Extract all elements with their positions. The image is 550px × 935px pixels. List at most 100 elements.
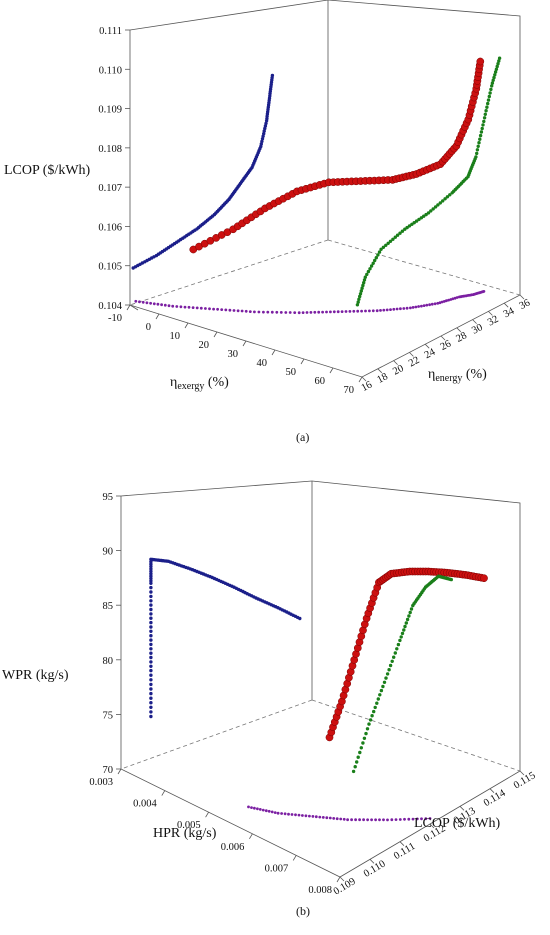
panel-b-point-green (390, 659, 394, 663)
panel-a-x-tick-label: 70 (344, 385, 355, 396)
panel-a-x-tick-label: 60 (315, 376, 326, 387)
panel-b-point-purple (267, 809, 271, 813)
panel-a-y-tick (377, 368, 383, 374)
panel-b-y-tick (519, 770, 525, 776)
panel-b-point-purple (370, 818, 373, 822)
panel-b-series-red (325, 567, 488, 742)
panel-a-point-purple (212, 307, 216, 311)
panel-a-y-tick-label: 36 (518, 297, 532, 312)
panel-a-point-green (388, 239, 393, 243)
panel-a-y-tick-label: 28 (454, 330, 468, 345)
panel-b-point-green (351, 769, 356, 774)
panel-a-point-blue (261, 134, 265, 138)
panel-b-point-blue (149, 620, 153, 625)
panel-b-point-blue (149, 705, 153, 709)
panel-b-point-blue (149, 647, 153, 651)
panel-b-point-purple (321, 816, 325, 819)
panel-a-point-purple (417, 305, 420, 308)
panel-a-point-blue (260, 139, 264, 144)
panel-b-y-axis-label: LCOP ($/kWh) (414, 816, 501, 831)
panel-b-point-green (395, 647, 399, 651)
panel-a-point-green (369, 264, 374, 268)
panel-a-point-purple (301, 311, 305, 314)
panel-a-x-tick-label: 20 (199, 340, 210, 351)
panel-b-series-purple (247, 805, 432, 822)
panel-b-point-blue (149, 691, 153, 696)
panel-b-point-purple (290, 813, 294, 816)
panel-a-point-purple (364, 309, 367, 313)
panel-b-point-blue (149, 569, 153, 573)
panel-b-point-green (372, 709, 376, 714)
panel-b-point-purple (394, 818, 398, 821)
panel-a-point-green (486, 98, 491, 102)
panel-b-point-purple (403, 817, 406, 821)
panel-b-point-green (399, 635, 403, 639)
panel-b-point-purple (382, 818, 385, 822)
panel-a-point-purple (270, 310, 274, 314)
panel-b-point-green (396, 642, 401, 647)
panel-a-point-purple (163, 303, 167, 307)
panel-b-z-tick-lines (116, 495, 121, 770)
panel-a-point-green (422, 214, 426, 218)
panel-a-point-purple (332, 310, 336, 314)
panel-a-point-purple (430, 302, 434, 306)
panel-a-y-label-symbol: η (428, 367, 435, 382)
panel-a-y-label-unit: (%) (462, 367, 487, 382)
panel-a-point-green (384, 243, 388, 247)
panel-a-point-purple (175, 305, 179, 308)
panel-a-x-tick-label: -10 (108, 313, 122, 324)
panel-b-point-green (405, 617, 410, 622)
panel-a-x-tick (126, 304, 131, 311)
panel-b-point-purple (424, 817, 428, 821)
panel-b-point-blue (149, 616, 153, 620)
panel-a-point-green (484, 109, 488, 113)
panel-b-point-blue (149, 629, 153, 633)
panel-a-point-purple (344, 310, 348, 313)
panel-a-point-purple (382, 308, 386, 312)
panel-a-z-tick-label: 0.111 (99, 26, 122, 37)
panel-b-x-tick-label: 0.007 (265, 863, 289, 874)
panel-a-point-green (379, 247, 383, 251)
panel-a-point-green (436, 203, 440, 207)
panel-a-x-tick (271, 349, 276, 356)
panel-b-x-tick-label: 0.004 (133, 799, 157, 810)
panel-a-point-purple (262, 310, 265, 314)
panel-a-point-green (497, 59, 501, 63)
panel-b-point-blue (149, 612, 153, 616)
panel-b-point-purple (386, 818, 389, 822)
panel-a-point-green (417, 217, 421, 222)
panel-a-point-purple (420, 304, 423, 308)
panel-b-series-green (351, 574, 453, 774)
panel-a-point-purple (371, 309, 375, 313)
panel-b-z-tick-label: 95 (103, 492, 114, 503)
panel-b-point-green (403, 624, 407, 629)
panel-b-point-blue (149, 576, 153, 581)
panel-a-point-green (400, 229, 405, 233)
panel-a-point-purple (145, 301, 149, 305)
panel-a-point-green (448, 193, 452, 197)
panel-a-point-purple (309, 311, 313, 314)
panel-a-point-blue (270, 73, 275, 78)
panel-b-x-tick (117, 768, 122, 775)
panel-b-point-purple (256, 807, 259, 811)
panel-b-x-tick-label: 0.006 (221, 842, 245, 853)
panel-b-point-blue (149, 696, 153, 700)
panel-a-point-green (359, 289, 363, 293)
panel-b-point-purple (342, 817, 346, 821)
panel-a-point-purple (440, 300, 444, 304)
panel-a-point-green (478, 133, 483, 138)
panel-b-point-purple (390, 818, 394, 822)
panel-b-point-purple (247, 805, 250, 809)
panel-a-point-purple (348, 310, 352, 313)
panel-a-point-green (490, 84, 494, 88)
panel-a-point-green (496, 62, 500, 66)
panel-a-point-purple (411, 306, 415, 309)
panel-a-point-green (445, 195, 450, 199)
panel-b-point-green (388, 663, 393, 668)
panel-b-point-purple (287, 812, 290, 816)
panel-b-point-blue (149, 594, 153, 599)
panel-b-x-tick-labels: 0.003 0.004 0.005 0.006 0.007 0.008 (89, 768, 341, 896)
panel-a-point-green (481, 123, 485, 127)
panel-a-point-purple (279, 311, 283, 314)
panel-a-point-purple (266, 310, 270, 314)
